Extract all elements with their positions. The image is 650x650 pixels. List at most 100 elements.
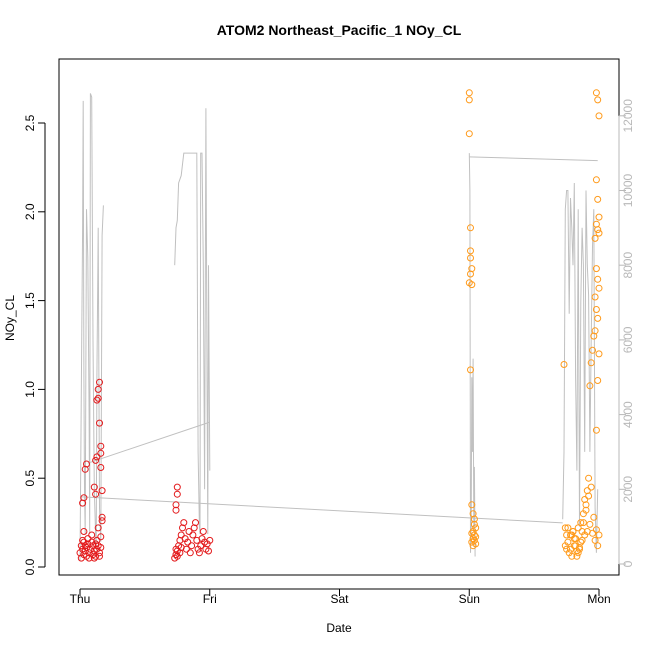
data-point <box>97 533 105 541</box>
data-point <box>470 531 478 539</box>
data-point <box>590 513 598 521</box>
data-point <box>578 536 586 544</box>
data-point <box>587 483 595 491</box>
data-point <box>564 524 572 532</box>
data-point <box>573 552 581 560</box>
data-point <box>92 490 100 498</box>
data-point <box>470 515 478 523</box>
data-point <box>80 538 88 546</box>
data-point <box>189 531 197 539</box>
data-point <box>182 545 190 553</box>
altitude-line <box>174 108 211 535</box>
y2-tick-label: 12000 <box>621 99 635 133</box>
data-point <box>80 528 88 535</box>
altitude-line <box>79 496 563 524</box>
data-point <box>84 535 92 543</box>
y2-tick-label: 4000 <box>621 401 635 428</box>
data-point <box>465 96 473 104</box>
data-point <box>568 552 576 560</box>
data-point <box>465 89 473 97</box>
data-point <box>96 552 103 560</box>
data-point <box>172 506 180 514</box>
data-point <box>583 487 591 495</box>
plot-frame <box>58 58 620 576</box>
data-point <box>470 520 478 528</box>
altitude-line <box>79 93 104 561</box>
data-point <box>585 474 593 482</box>
data-point <box>88 531 96 539</box>
data-point <box>468 538 476 546</box>
y2-tick-label: 2000 <box>621 476 635 503</box>
data-point <box>468 501 476 509</box>
y-tick-label: 2.5 <box>23 114 37 131</box>
data-point <box>180 519 188 527</box>
data-point <box>98 487 106 495</box>
x-tick-label: Sun <box>459 592 480 606</box>
data-point <box>592 306 600 313</box>
data-point <box>560 361 568 368</box>
y-tick-label: 0.5 <box>23 470 37 487</box>
data-point <box>587 359 595 367</box>
data-point <box>561 542 569 550</box>
data-point <box>184 538 192 546</box>
data-point <box>177 531 185 539</box>
data-point <box>594 195 602 203</box>
y-tick-label: 0.0 <box>23 558 37 575</box>
data-point <box>589 529 596 537</box>
data-point <box>98 517 106 525</box>
data-point <box>592 89 600 97</box>
data-point <box>93 396 101 404</box>
y-axis-label: NOy_CL <box>3 295 17 341</box>
data-point <box>579 519 587 527</box>
data-point <box>185 528 193 535</box>
data-point <box>572 542 580 550</box>
data-point <box>85 554 93 562</box>
data-point <box>467 247 474 255</box>
x-tick-label: Fri <box>203 592 217 606</box>
data-point <box>577 519 585 527</box>
y2-tick-label: 8000 <box>621 252 635 279</box>
data-point <box>92 552 100 560</box>
data-point <box>592 176 600 184</box>
x-axis: Thu Fri Sat Sun Mon <box>70 588 611 606</box>
data-point <box>590 332 598 340</box>
data-point <box>199 528 207 535</box>
x-tick-label: Mon <box>587 592 610 606</box>
data-point <box>567 545 574 553</box>
data-point <box>188 542 196 550</box>
data-point <box>581 496 589 503</box>
data-point <box>578 528 586 535</box>
data-point <box>469 542 477 550</box>
data-point <box>589 346 596 354</box>
data-point <box>595 112 603 120</box>
data-point <box>173 490 181 498</box>
data-point <box>595 229 603 237</box>
data-point <box>594 377 602 384</box>
data-point <box>586 382 594 390</box>
altitude-line <box>87 421 210 464</box>
data-point <box>96 419 103 427</box>
data-point <box>97 442 105 450</box>
data-point <box>93 453 101 461</box>
data-point <box>568 531 576 539</box>
altitude-line <box>562 182 599 553</box>
data-point <box>94 385 102 393</box>
data-point <box>197 542 205 550</box>
data-point <box>92 456 100 464</box>
data-point <box>205 547 212 555</box>
data-point <box>172 551 180 559</box>
data-point <box>577 538 585 546</box>
data-point <box>195 549 203 557</box>
data-point <box>569 528 577 535</box>
data-point <box>594 96 602 104</box>
data-point <box>594 226 602 234</box>
y2-tick-label: 6000 <box>621 326 635 353</box>
data-point <box>94 394 102 402</box>
data-point <box>591 293 599 301</box>
data-point <box>94 524 102 532</box>
data-point <box>465 279 473 287</box>
data-point <box>595 284 603 292</box>
data-point <box>591 234 599 242</box>
data-point <box>192 519 199 527</box>
